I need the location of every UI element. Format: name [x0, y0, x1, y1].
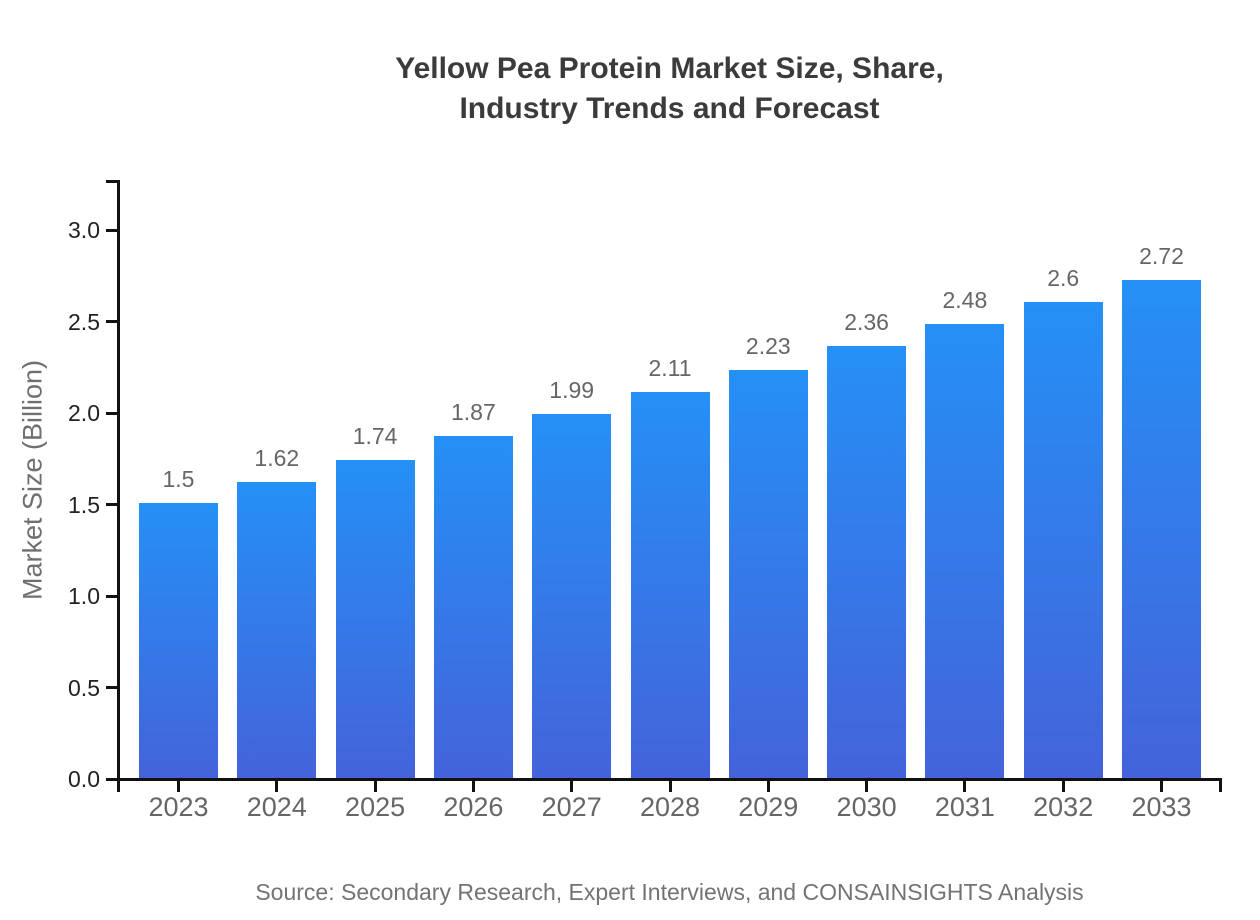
x-tick-label: 2028	[639, 792, 701, 822]
bar-2025	[335, 460, 415, 778]
x-tick	[1061, 781, 1065, 792]
x-tick-label: 2024	[246, 792, 307, 822]
x-axis-right-cap	[1219, 778, 1222, 792]
x-tick	[275, 781, 279, 792]
bar-value-label: 2.11	[648, 355, 692, 381]
bar-2024	[237, 482, 317, 778]
x-tick-label: 2026	[443, 792, 504, 822]
bar-value-label: 2.6	[1047, 265, 1080, 291]
x-tick-label: 2029	[738, 792, 799, 822]
y-tick-label: 0.0	[68, 766, 100, 792]
bar-2029	[728, 370, 808, 778]
bar-2028	[630, 392, 710, 778]
x-tick	[177, 781, 180, 792]
bar-value-label: 1.62	[254, 445, 300, 471]
x-tick-label: 2032	[1033, 792, 1094, 822]
x-tick	[471, 781, 475, 792]
bar-value-label: 2.36	[844, 309, 889, 335]
bar-value-label: 2.48	[942, 287, 988, 313]
x-tick	[963, 781, 967, 792]
chart-title-line-2: Industry Trends and Forecast	[459, 92, 880, 125]
x-tick-label: 2023	[148, 792, 209, 822]
bar-value-label: 2.23	[745, 333, 791, 359]
y-tick	[106, 594, 117, 598]
bar-value-label: 2.72	[1139, 243, 1184, 269]
bar-value-label: 1.87	[451, 399, 496, 425]
bar-value-label: 1.5	[162, 466, 195, 492]
y-tick	[106, 411, 117, 415]
bar-2030	[827, 346, 907, 778]
y-tick	[106, 228, 117, 232]
y-tick-label: 0.5	[68, 674, 100, 701]
bar-2031	[925, 324, 1005, 778]
y-tick-label: 3.0	[68, 217, 100, 243]
chart-title: Yellow Pea Protein Market Size, Share, I…	[117, 49, 1222, 129]
bar-2023	[139, 503, 218, 778]
y-tick-label: 1.5	[68, 491, 100, 518]
source-text: Source: Secondary Research, Expert Inter…	[255, 879, 1084, 905]
y-axis-label: Market Size (Billion)	[17, 359, 48, 601]
y-tick	[106, 503, 117, 506]
bar-2033	[1122, 280, 1201, 778]
y-tick	[106, 320, 117, 323]
x-tick-label: 2031	[934, 792, 995, 822]
y-tick-label: 2.0	[68, 400, 100, 426]
x-tick	[373, 781, 377, 792]
x-tick-label: 2027	[541, 792, 602, 822]
x-tick-label: 2030	[836, 792, 897, 822]
bar-value-label: 1.74	[352, 423, 398, 449]
x-tick	[766, 781, 770, 792]
x-tick	[668, 781, 672, 792]
y-tick-label: 1.0	[68, 583, 100, 609]
x-tick	[570, 781, 574, 792]
y-axis-line	[117, 180, 120, 792]
y-tick-label: 2.5	[68, 308, 100, 335]
x-tick-label: 2033	[1131, 792, 1192, 822]
y-axis-top-cap	[106, 180, 120, 183]
bar-2026	[433, 436, 513, 778]
x-tick-label: 2025	[345, 792, 406, 822]
y-tick	[106, 777, 117, 781]
x-axis-line	[117, 778, 1222, 781]
y-tick	[106, 686, 117, 689]
bar-value-label: 1.99	[549, 377, 595, 403]
x-tick	[865, 781, 869, 792]
bar-2027	[532, 414, 612, 778]
chart-title-line-1: Yellow Pea Protein Market Size, Share,	[395, 52, 944, 85]
bar-2032	[1023, 302, 1103, 778]
x-tick	[1160, 781, 1163, 792]
